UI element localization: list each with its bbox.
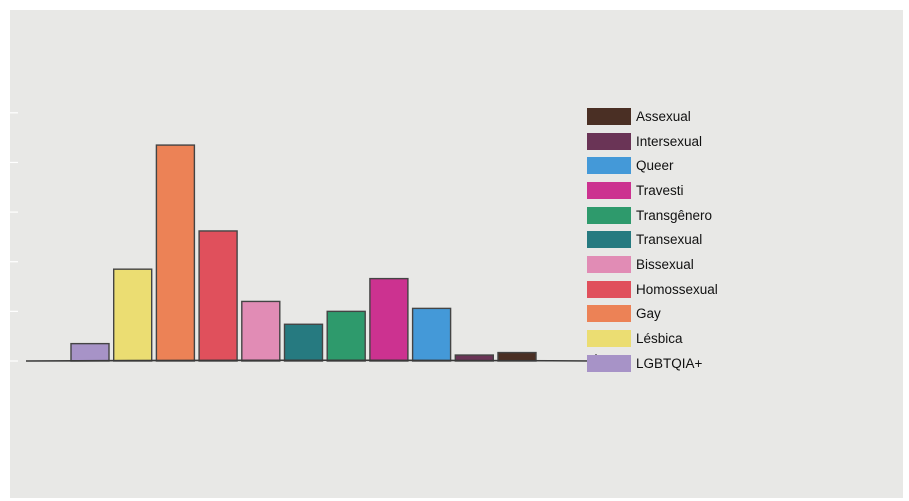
- legend-label: Homossexual: [636, 281, 718, 297]
- legend-swatch: [587, 132, 631, 150]
- legend-item-homossexual: Homossexual: [587, 277, 718, 302]
- legend-swatch: [587, 181, 631, 199]
- legend-swatch: [587, 280, 631, 298]
- bar-transg-nero: [326, 310, 366, 362]
- legend-swatch: [587, 231, 631, 249]
- bar-bissexual: [241, 300, 281, 362]
- legend-label: Transgênero: [636, 207, 713, 223]
- legend-label: Travesti: [636, 182, 684, 198]
- legend-label: LGBTQIA+: [636, 355, 703, 371]
- legend-swatch: [587, 354, 631, 372]
- legend-swatch: [587, 206, 631, 224]
- bar-assexual: [497, 351, 537, 362]
- legend-item-travesti: Travesti: [587, 178, 718, 203]
- legend-item-transexual: Transexual: [587, 227, 718, 252]
- legend-item-queer: Queer: [587, 153, 718, 178]
- legend-item-transg-nero: Transgênero: [587, 203, 718, 228]
- legend-swatch: [587, 305, 631, 323]
- legend-item-l-sbica: Lésbica: [587, 326, 718, 351]
- legend-label: Transexual: [636, 232, 703, 248]
- bar-l-sbica: [112, 268, 153, 362]
- bar-transexual: [283, 323, 324, 362]
- legend-label: Bissexual: [636, 256, 694, 272]
- legend-swatch: [587, 107, 631, 125]
- legend-swatch: [587, 330, 631, 348]
- legend-swatch: [587, 157, 631, 175]
- x-axis-line: [25, 359, 595, 362]
- legend-label: Queer: [636, 158, 674, 174]
- legend-item-intersexual: Intersexual: [587, 129, 718, 154]
- chart-legend: Assexual Intersexual Queer Travesti Transgên…: [587, 104, 718, 376]
- bar-homossexual: [198, 230, 238, 362]
- legend-item-assexual: Assexual: [587, 104, 718, 129]
- bar-gay: [155, 144, 196, 362]
- legend-label: Gay: [636, 306, 661, 322]
- bar-travesti: [369, 277, 409, 362]
- legend-swatch: [587, 255, 631, 273]
- legend-item-lgbtqia-: LGBTQIA+: [587, 351, 718, 376]
- legend-item-bissexual: Bissexual: [587, 252, 718, 277]
- bar-queer: [411, 307, 452, 362]
- legend-label: Intersexual: [636, 133, 703, 149]
- bar-lgbtqia-: [70, 342, 110, 362]
- legend-item-gay: Gay: [587, 302, 718, 327]
- legend-label: Lésbica: [636, 331, 683, 347]
- legend-label: Assexual: [636, 108, 691, 124]
